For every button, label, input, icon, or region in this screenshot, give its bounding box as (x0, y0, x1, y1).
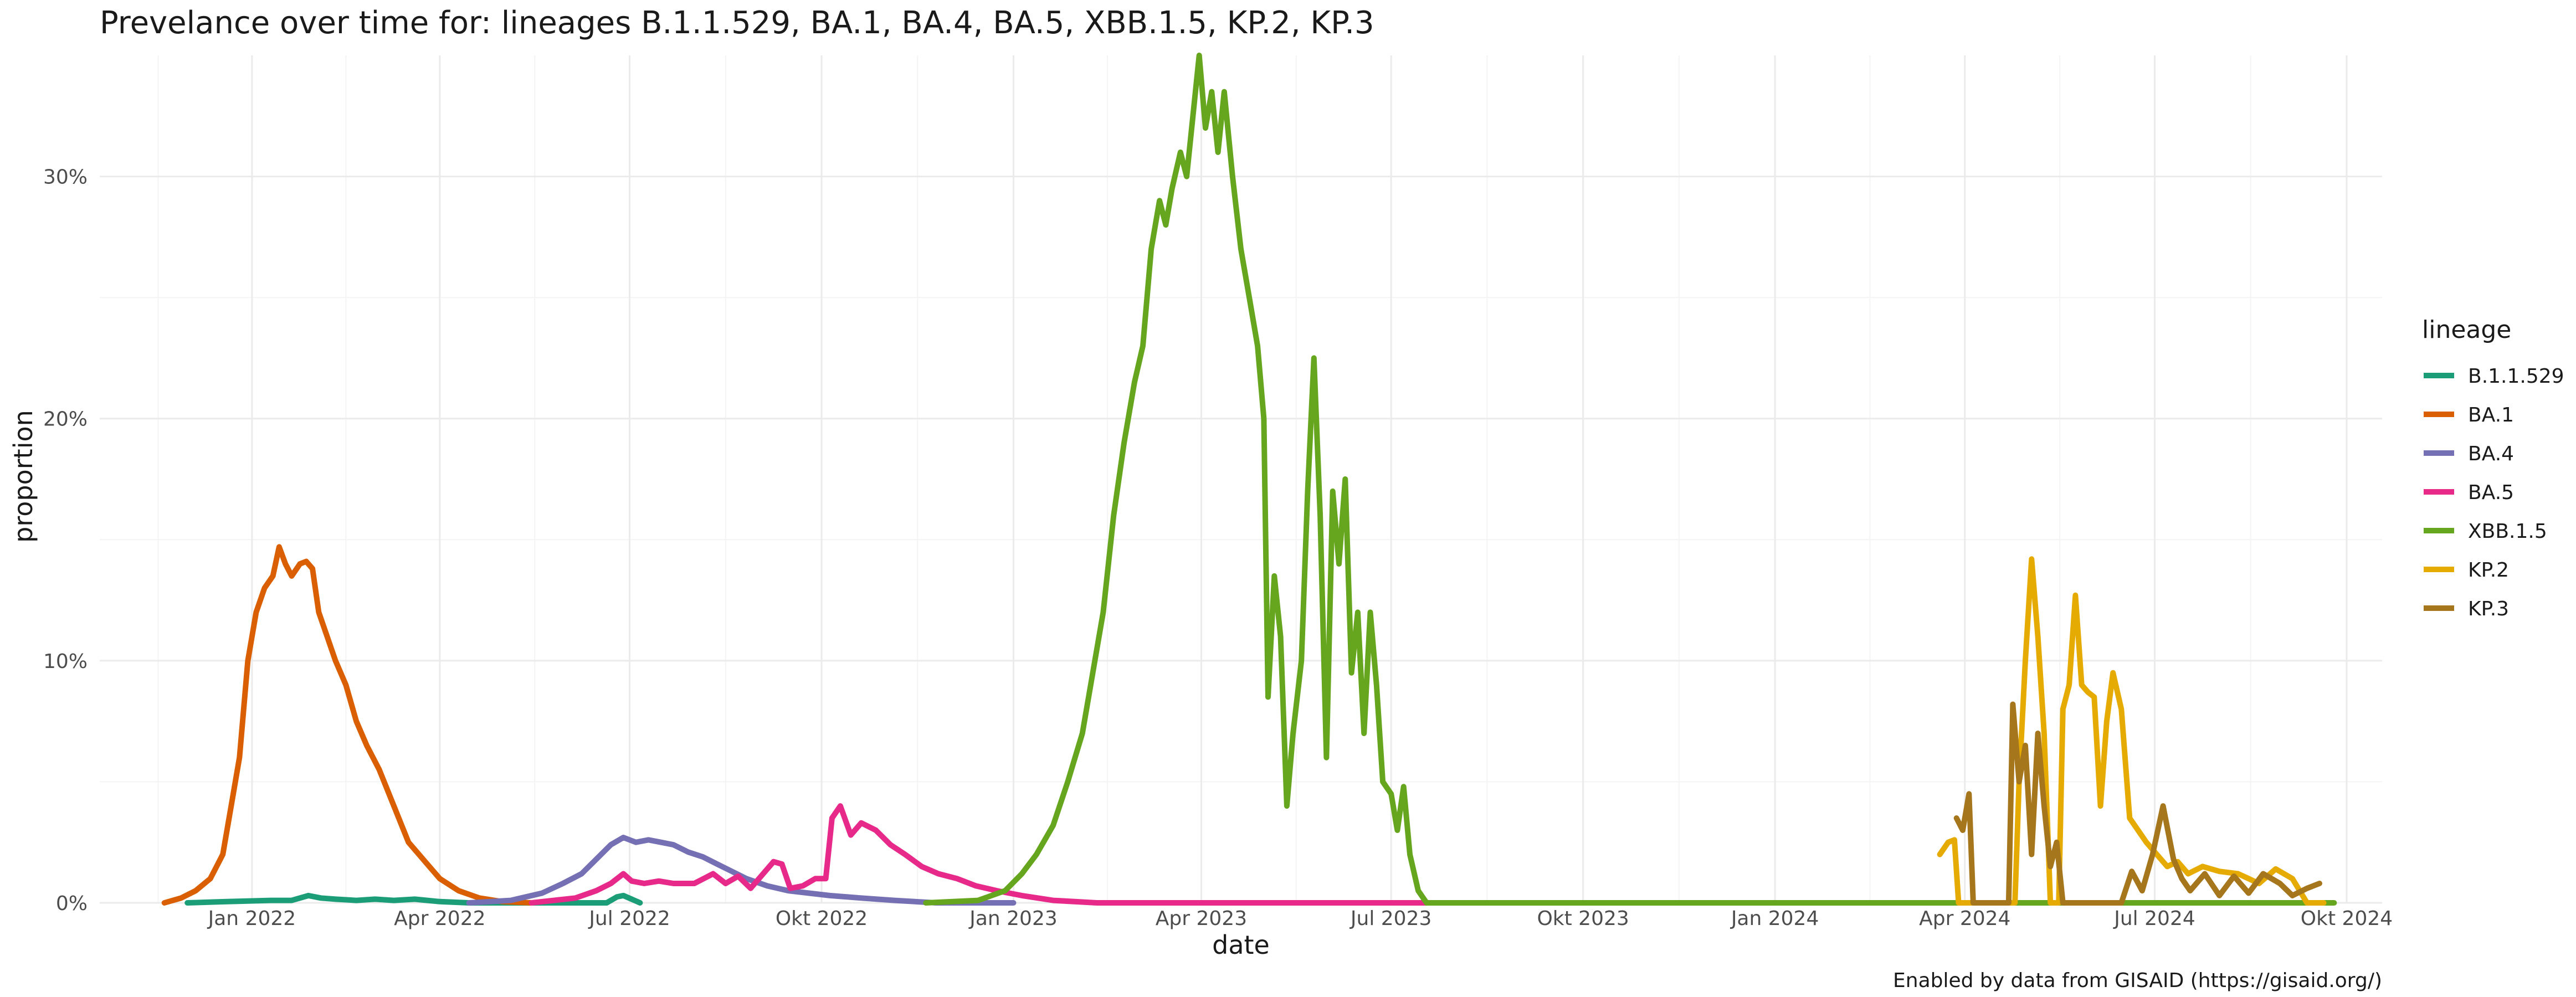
legend: lineage B.1.1.529 BA.1 BA.4 BA.5 XBB.1.5 KP.2… (2422, 316, 2564, 620)
series-line-B.1.1.529 (184, 892, 643, 906)
legend-label-KP.2: KP.2 (2468, 559, 2509, 582)
grid-lines (100, 55, 2382, 904)
chart-title: Prevelance over time for: lineages B.1.1… (100, 5, 1374, 41)
legend-label-XBB.1.5: XBB.1.5 (2468, 520, 2547, 543)
x-tick-label: Okt 2024 (2301, 907, 2393, 930)
x-tick-label: Jul 2022 (588, 907, 670, 930)
legend-label-BA.1: BA.1 (2468, 404, 2514, 426)
x-tick-label: Jul 2023 (1349, 907, 1432, 930)
x-tick-label: Apr 2022 (394, 907, 485, 930)
x-tick-label: Apr 2024 (1919, 907, 2010, 930)
x-tick-label: Jan 2023 (968, 907, 1058, 930)
y-tick-label: 20% (43, 408, 88, 431)
legend-label-BA.5: BA.5 (2468, 481, 2514, 504)
series-line-BA.1 (161, 544, 535, 906)
x-axis-ticks: Jan 2022 Apr 2022 Jul 2022 Okt 2022 Jan 2023… (207, 907, 2393, 930)
x-axis-title: date (1212, 930, 1270, 960)
legend-label-KP.3: KP.3 (2468, 598, 2509, 620)
y-axis-title: proportion (8, 410, 38, 543)
y-tick-label: 0% (56, 892, 88, 915)
y-axis-ticks: 0% 10% 20% 30% (43, 166, 88, 915)
series-line-KP.2 (1937, 556, 2327, 906)
series-lines (161, 53, 2337, 906)
y-tick-label: 30% (43, 166, 88, 189)
legend-label-BA.4: BA.4 (2468, 443, 2514, 465)
x-tick-label: Apr 2023 (1156, 907, 1247, 930)
series-line-KP.3 (1953, 701, 2322, 906)
series-line-XBB.1.5 (923, 53, 2337, 906)
legend-title: lineage (2422, 316, 2511, 344)
x-tick-label: Okt 2023 (1537, 907, 1629, 930)
x-tick-label: Jan 2022 (207, 907, 296, 930)
legend-label-B.1.1.529: B.1.1.529 (2468, 365, 2564, 388)
x-tick-label: Okt 2022 (776, 907, 868, 930)
series-line-BA.4 (466, 835, 1017, 906)
series-line-BA.5 (528, 803, 1434, 906)
caption: Enabled by data from GISAID (https://gis… (1893, 969, 2382, 992)
x-tick-label: Jan 2024 (1730, 907, 1819, 930)
x-tick-label: Jul 2024 (2113, 907, 2195, 930)
y-tick-label: 10% (43, 650, 88, 673)
